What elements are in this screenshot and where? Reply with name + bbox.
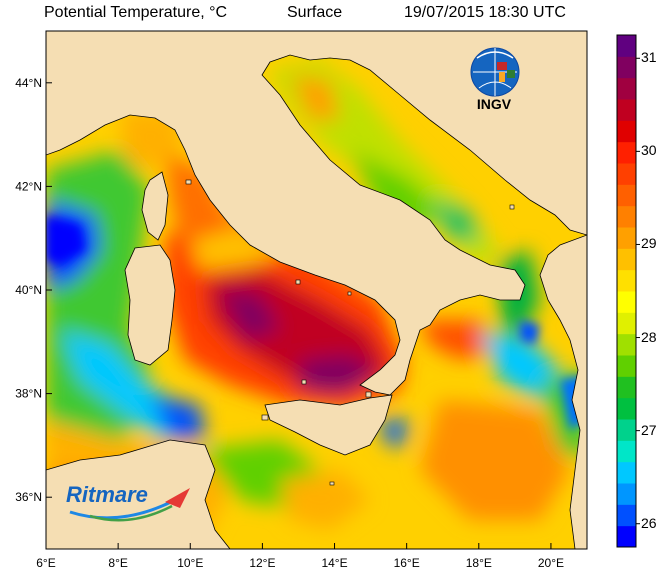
longitude-ticks: 6°E 8°E 10°E 12°E 14°E 16°E 18°E 20°E (36, 543, 564, 570)
colorbar-label: 26 (641, 514, 657, 531)
lon-tick-label: 20°E (538, 556, 564, 570)
colorbar-segment (617, 205, 636, 228)
colorbar-segment (617, 355, 636, 377)
temperature-field (46, 31, 587, 549)
colorbar-label: 31 (641, 49, 657, 66)
ingv-logo (470, 47, 520, 97)
colorbar-segment (617, 397, 636, 420)
lat-tick-label: 42°N (15, 179, 42, 193)
colorbar-label: 28 (641, 328, 657, 345)
temperature-colorbar (617, 35, 640, 548)
colorbar-segment (617, 184, 636, 207)
colorbar-segment (617, 504, 636, 527)
lat-tick-label: 40°N (15, 283, 42, 297)
colorbar-segment (617, 99, 636, 121)
ritmare-logo-text: Ritmare (66, 482, 148, 507)
colorbar-segment (617, 312, 636, 335)
colorbar-label: 30 (641, 142, 657, 159)
map-title: Potential Temperature, °C (44, 4, 228, 21)
colorbar-segment (617, 291, 636, 313)
colorbar-segment (617, 77, 636, 100)
lon-tick-label: 12°E (249, 556, 275, 570)
lon-tick-label: 14°E (321, 556, 347, 570)
ingv-logo-text: INGV (477, 96, 512, 112)
colorbar-segment (617, 419, 636, 441)
colorbar-segment (617, 163, 636, 185)
colorbar-segment (617, 269, 636, 292)
colorbar-segment (617, 248, 636, 271)
colorbar-segment (617, 56, 636, 79)
small-islands (185, 179, 515, 486)
colorbar-segment (617, 333, 636, 356)
timestamp-label: 19/07/2015 18:30 UTC (404, 4, 566, 21)
colorbar-segment (617, 35, 636, 57)
colorbar-segment (617, 440, 636, 463)
colorbar-segment (617, 376, 636, 399)
ritmare-logo: Ritmare (66, 482, 190, 522)
lat-tick-label: 44°N (15, 76, 42, 90)
latitude-ticks: 36°N 38°N 40°N 42°N 44°N (15, 76, 52, 504)
lon-tick-label: 6°E (36, 556, 55, 570)
depth-level-label: Surface (287, 4, 343, 21)
colorbar-segment (617, 141, 636, 164)
lon-tick-label: 8°E (108, 556, 127, 570)
lat-tick-label: 38°N (15, 387, 42, 401)
colorbar-segment (617, 461, 636, 484)
lon-tick-label: 10°E (177, 556, 203, 570)
land-masses (46, 31, 587, 549)
lon-tick-label: 18°E (466, 556, 492, 570)
colorbar-segment (617, 227, 636, 249)
lon-tick-label: 16°E (394, 556, 420, 570)
colorbar-label: 29 (641, 235, 657, 252)
colorbar-segment (617, 483, 636, 505)
colorbar-frame (616, 34, 637, 548)
colorbar-label: 27 (641, 421, 657, 438)
colorbar-segment (617, 120, 636, 143)
colorbar-segment (617, 525, 636, 548)
lat-tick-label: 36°N (15, 490, 42, 504)
